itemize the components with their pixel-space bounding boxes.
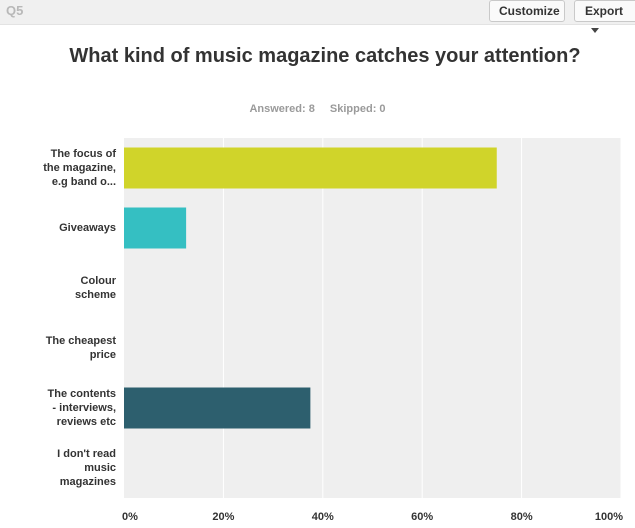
skipped-count: Skipped: 0 xyxy=(329,103,386,115)
x-tick-label: 80% xyxy=(510,511,533,523)
x-tick-label: 20% xyxy=(212,511,235,523)
question-header-bar: Q5 Customize Export xyxy=(0,0,635,33)
category-label: Colour scheme xyxy=(75,275,116,301)
response-summary: Answered: 8 Skipped: 0 xyxy=(0,103,635,115)
x-tick-label: 40% xyxy=(311,511,334,523)
export-label: Export xyxy=(585,4,624,18)
x-tick-label: 60% xyxy=(411,511,434,523)
bar[interactable] xyxy=(124,387,311,429)
answered-count: Answered: 8 xyxy=(249,103,315,115)
export-button[interactable]: Export xyxy=(574,0,635,33)
bar[interactable] xyxy=(124,147,497,189)
question-number: Q5 xyxy=(6,3,24,18)
category-label: I don't read music magazines xyxy=(57,448,116,488)
category-label: The cheapest price xyxy=(45,335,116,361)
category-label: The focus of the magazine, e.g band o... xyxy=(43,148,116,188)
category-label: Giveaways xyxy=(59,222,116,234)
bar[interactable] xyxy=(124,207,187,249)
customize-button[interactable]: Customize xyxy=(489,0,565,22)
x-tick-label: 100% xyxy=(594,511,624,523)
plot-area xyxy=(124,138,621,498)
chevron-down-icon xyxy=(591,28,599,33)
chart-title: What kind of music magazine catches your… xyxy=(69,45,581,67)
x-tick-label: 0% xyxy=(122,511,138,523)
category-label: The contents - interviews, reviews etc xyxy=(47,388,116,428)
